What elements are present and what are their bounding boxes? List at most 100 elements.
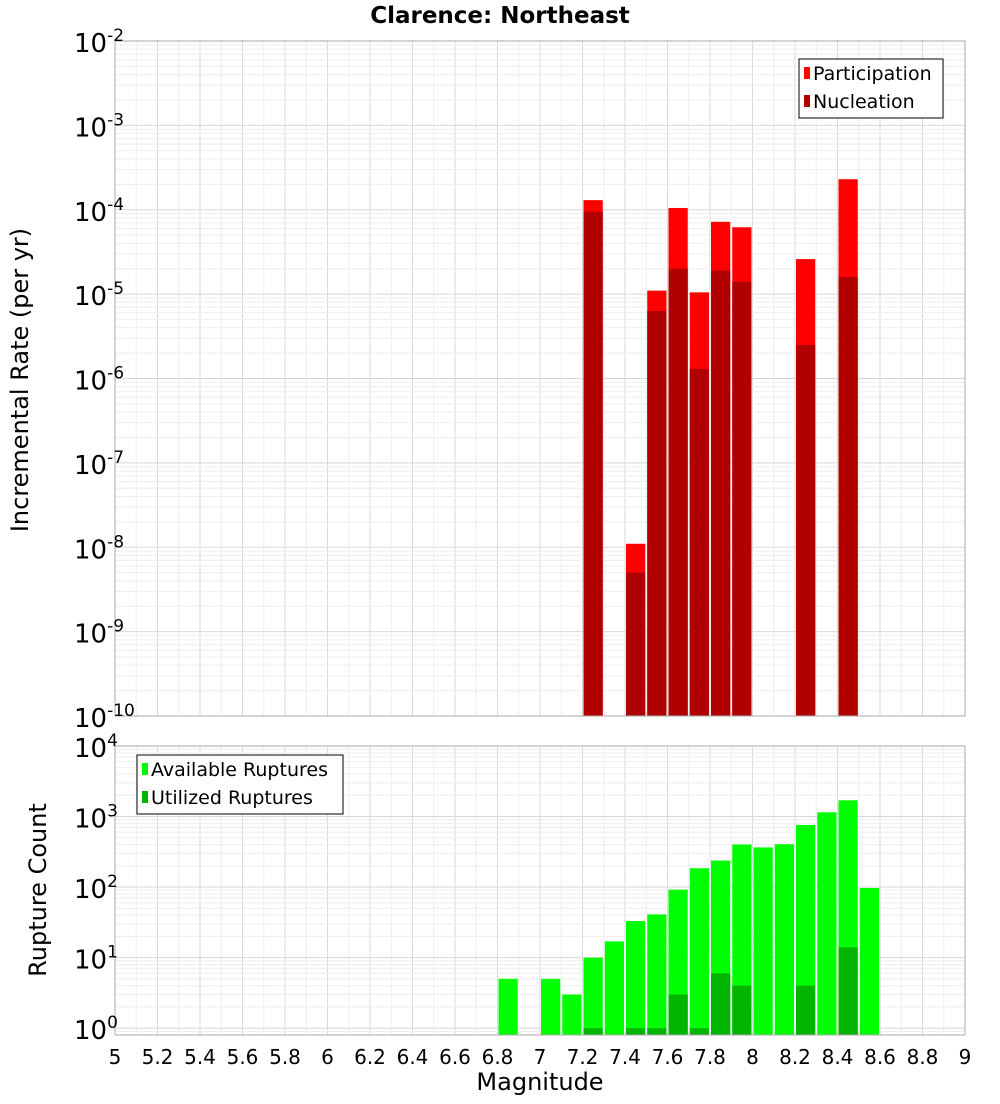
top-y-tick-exponent: -7 <box>107 448 124 468</box>
bottom-bar-utilized-ruptures <box>626 1028 646 1035</box>
top-bar-nucleation <box>647 311 667 716</box>
x-tick-label: 6.6 <box>439 1045 471 1069</box>
top-y-tick-label: 10-3 <box>74 110 124 143</box>
top-legend-box <box>798 58 944 119</box>
bottom-bar-available-ruptures <box>562 994 582 1035</box>
x-tick-label: 8.2 <box>779 1045 811 1069</box>
bottom-y-tick-exponent: 1 <box>107 943 118 963</box>
bottom-bar-available-ruptures <box>541 978 561 1035</box>
bottom-y-tick-exponent: 2 <box>107 872 118 892</box>
bottom-bar-available-ruptures <box>689 868 709 1035</box>
top-y-tick-exponent: -5 <box>107 279 124 299</box>
bottom-bar-available-ruptures <box>859 888 879 1035</box>
top-y-tick-label: 10-7 <box>74 448 124 481</box>
bottom-y-tick-base: 10 <box>74 734 107 764</box>
x-tick-label: 8.4 <box>822 1045 854 1069</box>
x-tick-label: 8.6 <box>864 1045 896 1069</box>
bottom-plot-frame <box>114 745 966 1036</box>
top-bar-nucleation <box>583 211 603 716</box>
bottom-y-tick-label: 102 <box>74 872 118 905</box>
bottom-bar-available-ruptures <box>604 941 624 1035</box>
x-tick-label: 7.4 <box>609 1045 641 1069</box>
legend-label-utilized-ruptures: Utilized Ruptures <box>151 787 313 809</box>
x-tick-label: 6.8 <box>482 1045 514 1069</box>
bottom-y-axis-label: Rupture Count <box>24 803 52 977</box>
top-y-tick-base: 10 <box>74 620 107 650</box>
legend-swatch-nucleation <box>804 95 810 107</box>
top-y-tick-exponent: -3 <box>107 110 124 130</box>
top-y-tick-base: 10 <box>74 367 107 397</box>
bottom-bar-utilized-ruptures <box>796 985 816 1035</box>
bottom-bar-available-ruptures <box>774 844 794 1035</box>
top-y-tick-label: 10-10 <box>74 701 135 734</box>
top-y-tick-exponent: -9 <box>107 617 124 637</box>
x-tick-label: 5.8 <box>269 1045 301 1069</box>
top-y-tick-base: 10 <box>74 704 107 734</box>
top-legend: Participation Nucleation <box>798 58 944 119</box>
chart-title: Clarence: Northeast <box>370 3 630 29</box>
bottom-y-tick-base: 10 <box>74 875 107 905</box>
top-panel: 10-1010-910-810-710-610-510-410-310-2Par… <box>74 26 966 734</box>
bottom-bar-available-ruptures <box>817 812 837 1035</box>
top-bar-nucleation <box>796 344 816 716</box>
top-y-tick-base: 10 <box>74 282 107 312</box>
top-y-tick-label: 10-4 <box>74 195 124 228</box>
x-tick-label: 6.2 <box>354 1045 386 1069</box>
x-tick-label: 7.6 <box>652 1045 684 1069</box>
bottom-bar-available-ruptures <box>753 847 773 1035</box>
top-y-tick-label: 10-5 <box>74 279 124 312</box>
x-axis-label: Magnitude <box>476 1068 603 1096</box>
bottom-legend-box <box>136 754 344 815</box>
bottom-bar-utilized-ruptures <box>689 1028 709 1035</box>
bottom-bar-available-ruptures <box>796 824 816 1035</box>
bottom-bar-available-ruptures <box>626 921 646 1035</box>
x-tick-label: 7.8 <box>694 1045 726 1069</box>
bottom-y-tick-label: 103 <box>74 802 118 835</box>
top-y-tick-exponent: -2 <box>107 26 124 46</box>
bottom-y-tick-label: 104 <box>74 731 118 764</box>
top-y-tick-exponent: -10 <box>107 701 135 721</box>
top-bar-nucleation <box>732 281 752 716</box>
top-bars <box>583 179 858 716</box>
x-tick-label: 9 <box>959 1045 972 1069</box>
top-y-tick-label: 10-6 <box>74 364 124 397</box>
x-tick-label: 5 <box>109 1045 122 1069</box>
x-tick-label: 8.8 <box>907 1045 939 1069</box>
bottom-bar-utilized-ruptures <box>668 994 688 1035</box>
top-y-tick-exponent: -6 <box>107 364 124 384</box>
top-grid <box>114 40 966 717</box>
bottom-y-tick-base: 10 <box>74 946 107 976</box>
top-y-tick-label: 10-2 <box>74 26 124 59</box>
bottom-bar-utilized-ruptures <box>647 1028 667 1035</box>
legend-swatch-available-ruptures <box>142 763 148 775</box>
x-tick-label: 5.2 <box>142 1045 174 1069</box>
top-y-tick-label: 10-8 <box>74 532 124 565</box>
top-bar-nucleation <box>689 368 709 716</box>
bottom-y-tick-label: 101 <box>74 943 118 976</box>
bottom-legend: Available Ruptures Utilized Ruptures <box>136 754 344 815</box>
x-tick-label: 5.4 <box>184 1045 216 1069</box>
bottom-y-tick-label: 100 <box>74 1013 118 1046</box>
top-y-tick-exponent: -4 <box>107 195 124 215</box>
x-tick-label: 8 <box>746 1045 759 1069</box>
legend-swatch-utilized-ruptures <box>142 791 148 803</box>
top-y-axis-label: Incremental Rate (per yr) <box>6 228 34 532</box>
bottom-bar-available-ruptures <box>647 914 667 1035</box>
legend-label-participation: Participation <box>813 63 932 85</box>
bottom-y-tick-exponent: 3 <box>107 802 118 822</box>
legend-label-nucleation: Nucleation <box>813 91 915 113</box>
bottom-bars <box>498 800 879 1035</box>
x-tick-label: 5.6 <box>227 1045 259 1069</box>
bottom-y-tick-exponent: 0 <box>107 1013 118 1033</box>
top-y-tick-base: 10 <box>74 113 107 143</box>
top-y-tick-label: 10-9 <box>74 617 124 650</box>
top-plot-frame <box>114 40 966 717</box>
x-tick-label: 6 <box>321 1045 334 1069</box>
top-y-tick-base: 10 <box>74 535 107 565</box>
bottom-y-tick-exponent: 4 <box>107 731 118 751</box>
top-y-tick-base: 10 <box>74 451 107 481</box>
x-tick-label: 7 <box>534 1045 547 1069</box>
top-bar-nucleation <box>711 270 731 716</box>
